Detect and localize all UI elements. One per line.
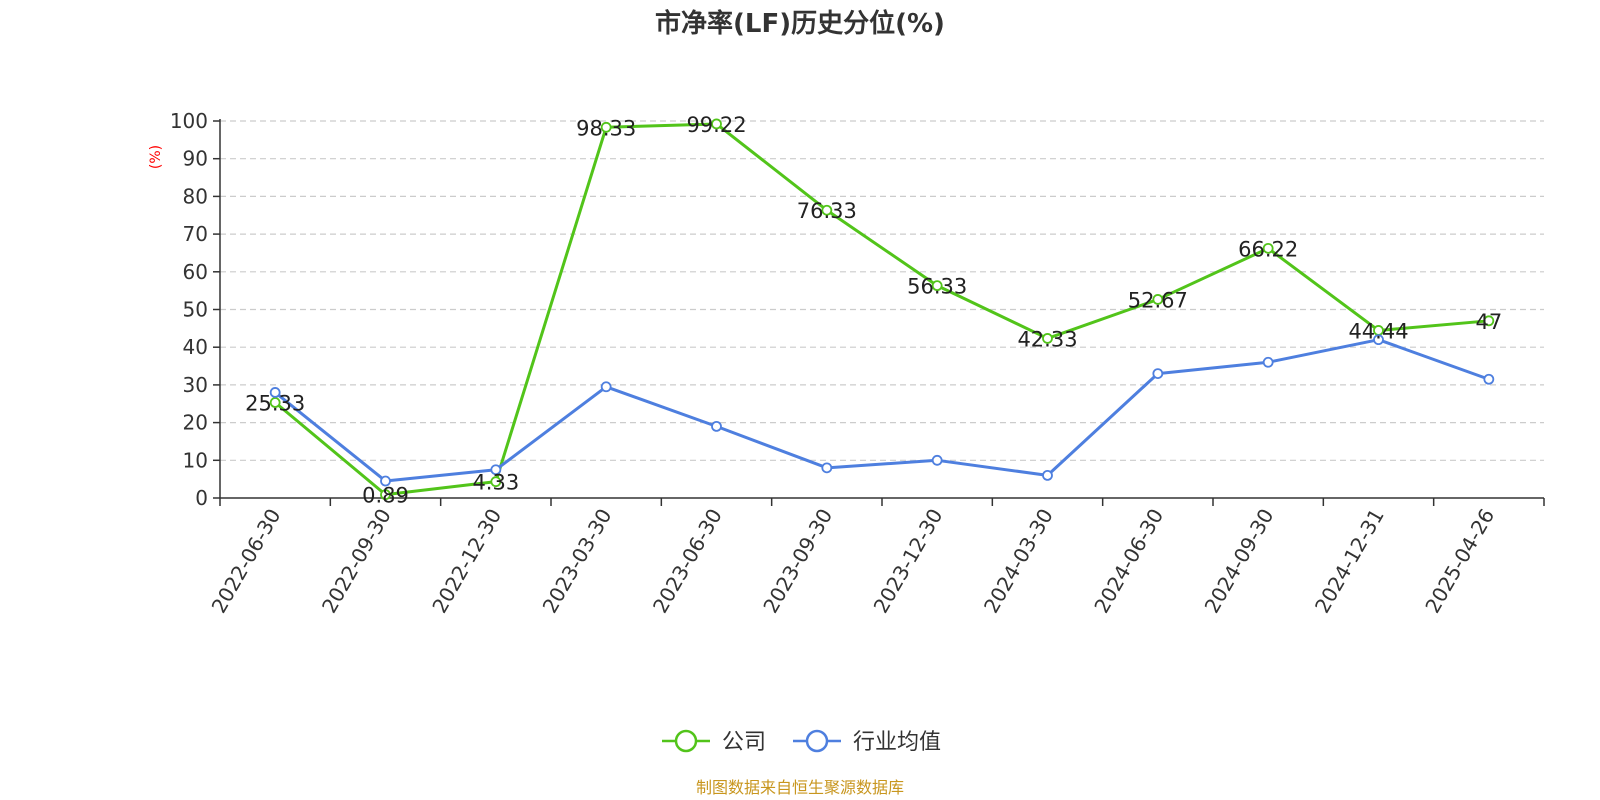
legend-label: 行业均值 <box>853 730 941 755</box>
axes: 0 10 20 30 40 50 60 70 80 90 100 2022-06-30 2022-09-… <box>170 109 1545 618</box>
x-tick-label: 2023-09-30 <box>758 505 837 618</box>
data-point[interactable] <box>269 397 281 408</box>
data-point[interactable] <box>600 121 612 133</box>
y-axis-label: (%) <box>148 145 164 169</box>
y-tick-label: 100 <box>170 109 208 133</box>
x-tick-label: 2023-06-30 <box>648 505 727 618</box>
data-point[interactable] <box>1152 368 1164 379</box>
y-tick-label: 80 <box>183 184 208 208</box>
chart-title: 市净率(LF)历史分位(%) <box>655 8 945 39</box>
y-tick-label: 70 <box>183 222 208 246</box>
data-point[interactable] <box>1042 333 1053 344</box>
data-point[interactable] <box>380 489 391 501</box>
data-point[interactable] <box>490 464 502 476</box>
series-lines <box>269 118 1495 501</box>
data-point[interactable] <box>1483 373 1495 385</box>
data-label: 99.22 <box>686 113 746 137</box>
data-point[interactable] <box>1373 334 1384 346</box>
x-tick-label: 2024-03-30 <box>979 505 1058 618</box>
y-tick-label: 30 <box>183 373 208 397</box>
x-tick-label: 2023-12-30 <box>869 505 948 618</box>
legend-label: 公司 <box>722 730 766 755</box>
data-label: 66.22 <box>1238 237 1298 261</box>
y-tick-label: 40 <box>183 335 208 359</box>
data-point[interactable] <box>490 476 502 488</box>
data-label: 42.33 <box>1017 327 1077 351</box>
x-tick-label: 2022-09-30 <box>317 505 396 618</box>
y-tick-label: 50 <box>183 298 208 322</box>
data-point[interactable] <box>1262 356 1274 368</box>
data-label: 76.33 <box>797 199 857 223</box>
y-tick-label: 0 <box>195 486 208 510</box>
data-label: 0.89 <box>362 484 409 508</box>
y-tick-label: 10 <box>183 448 208 472</box>
data-point[interactable] <box>600 381 612 393</box>
data-label: 98.33 <box>576 116 636 140</box>
legend-marker <box>805 729 829 753</box>
x-tick-label: 2023-03-30 <box>538 505 617 618</box>
x-tick-label: 2022-12-30 <box>427 505 506 618</box>
legend-marker <box>674 729 698 753</box>
y-tick-label: 20 <box>183 411 208 435</box>
data-point[interactable] <box>1152 294 1164 305</box>
series-line-0 <box>274 122 1489 497</box>
source-note: 制图数据来自恒生聚源数据库 <box>696 778 904 797</box>
x-tick-label: 2024-09-30 <box>1200 505 1279 618</box>
grid-lines <box>220 120 1544 461</box>
x-tick-label: 2024-06-30 <box>1089 505 1168 618</box>
data-point[interactable] <box>711 420 722 432</box>
legend[interactable]: 公司 行业均值 <box>662 729 941 755</box>
legend-item-0[interactable]: 公司 <box>662 729 766 755</box>
y-tick-label: 90 <box>183 147 208 171</box>
data-point[interactable] <box>821 204 833 216</box>
legend-item-1[interactable]: 行业均值 <box>793 729 941 755</box>
data-point[interactable] <box>380 475 391 487</box>
data-labels: 25.33 0.89 4.33 98.33 99.22 76.33 56.33 42.33 52… <box>245 113 1502 508</box>
data-label: 47 <box>1475 310 1502 334</box>
data-label: 56.33 <box>907 275 967 299</box>
data-label: 52.67 <box>1128 288 1188 312</box>
series-line-1 <box>274 338 1490 483</box>
data-point[interactable] <box>269 387 281 398</box>
data-point[interactable] <box>821 462 833 474</box>
data-label: 44.44 <box>1348 319 1408 343</box>
data-point[interactable] <box>1483 315 1495 327</box>
x-tick-label: 2024-12-31 <box>1310 505 1389 618</box>
x-tick-label: 2025-04-26 <box>1420 505 1499 618</box>
data-point[interactable] <box>711 118 722 130</box>
data-label: 4.33 <box>472 471 519 495</box>
data-point[interactable] <box>1262 242 1274 254</box>
x-tick-label: 2022-06-30 <box>207 505 286 618</box>
data-label: 25.33 <box>245 392 305 416</box>
data-point[interactable] <box>1042 469 1053 481</box>
y-tick-label: 60 <box>183 260 208 284</box>
data-point[interactable] <box>931 454 943 466</box>
data-point[interactable] <box>931 280 943 292</box>
